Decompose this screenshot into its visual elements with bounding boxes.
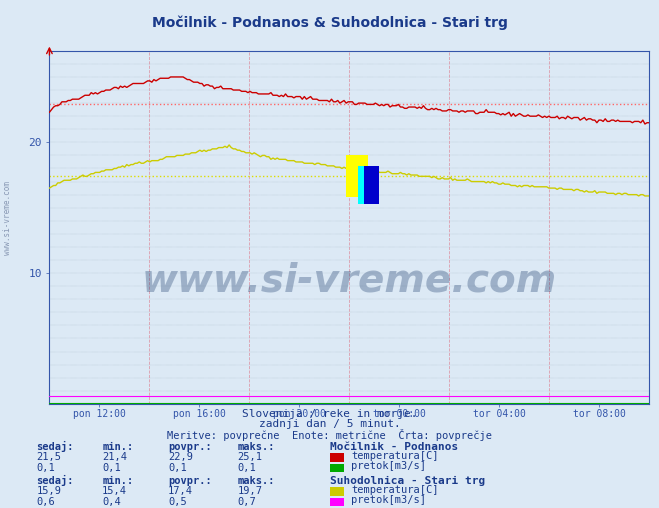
Text: 17,4: 17,4	[168, 486, 193, 496]
Text: www.si-vreme.com: www.si-vreme.com	[3, 181, 13, 256]
Text: min.:: min.:	[102, 441, 133, 452]
Text: 15,9: 15,9	[36, 486, 61, 496]
Text: Močilnik - Podnanos: Močilnik - Podnanos	[330, 441, 458, 452]
Bar	[346, 155, 368, 197]
Text: 0,1: 0,1	[36, 463, 55, 473]
Text: povpr.:: povpr.:	[168, 475, 212, 486]
Text: Suhodolnica - Stari trg: Suhodolnica - Stari trg	[330, 475, 485, 486]
Text: sedaj:: sedaj:	[36, 440, 74, 452]
Text: sedaj:: sedaj:	[36, 474, 74, 486]
Bar	[364, 166, 380, 204]
Text: pretok[m3/s]: pretok[m3/s]	[351, 495, 426, 505]
Text: www.si-vreme.com: www.si-vreme.com	[142, 261, 557, 299]
Text: 15,4: 15,4	[102, 486, 127, 496]
Text: Močilnik - Podnanos & Suhodolnica - Stari trg: Močilnik - Podnanos & Suhodolnica - Star…	[152, 16, 507, 30]
Text: maks.:: maks.:	[237, 475, 275, 486]
Text: min.:: min.:	[102, 475, 133, 486]
Text: temperatura[C]: temperatura[C]	[351, 451, 439, 461]
Text: 0,6: 0,6	[36, 497, 55, 507]
Text: 25,1: 25,1	[237, 452, 262, 462]
Text: Slovenija / reke in morje.: Slovenija / reke in morje.	[242, 409, 417, 419]
Text: 0,4: 0,4	[102, 497, 121, 507]
Text: 0,1: 0,1	[237, 463, 256, 473]
Text: 0,7: 0,7	[237, 497, 256, 507]
Text: 21,5: 21,5	[36, 452, 61, 462]
Text: pretok[m3/s]: pretok[m3/s]	[351, 461, 426, 471]
Text: 0,1: 0,1	[168, 463, 186, 473]
Text: 19,7: 19,7	[237, 486, 262, 496]
Text: 22,9: 22,9	[168, 452, 193, 462]
Text: maks.:: maks.:	[237, 441, 275, 452]
Text: 21,4: 21,4	[102, 452, 127, 462]
Text: temperatura[C]: temperatura[C]	[351, 485, 439, 495]
Text: 0,1: 0,1	[102, 463, 121, 473]
Text: Meritve: povprečne  Enote: metrične  Črta: povprečje: Meritve: povprečne Enote: metrične Črta:…	[167, 429, 492, 441]
Text: 0,5: 0,5	[168, 497, 186, 507]
Bar	[358, 166, 376, 204]
Text: zadnji dan / 5 minut.: zadnji dan / 5 minut.	[258, 419, 401, 429]
Text: povpr.:: povpr.:	[168, 441, 212, 452]
